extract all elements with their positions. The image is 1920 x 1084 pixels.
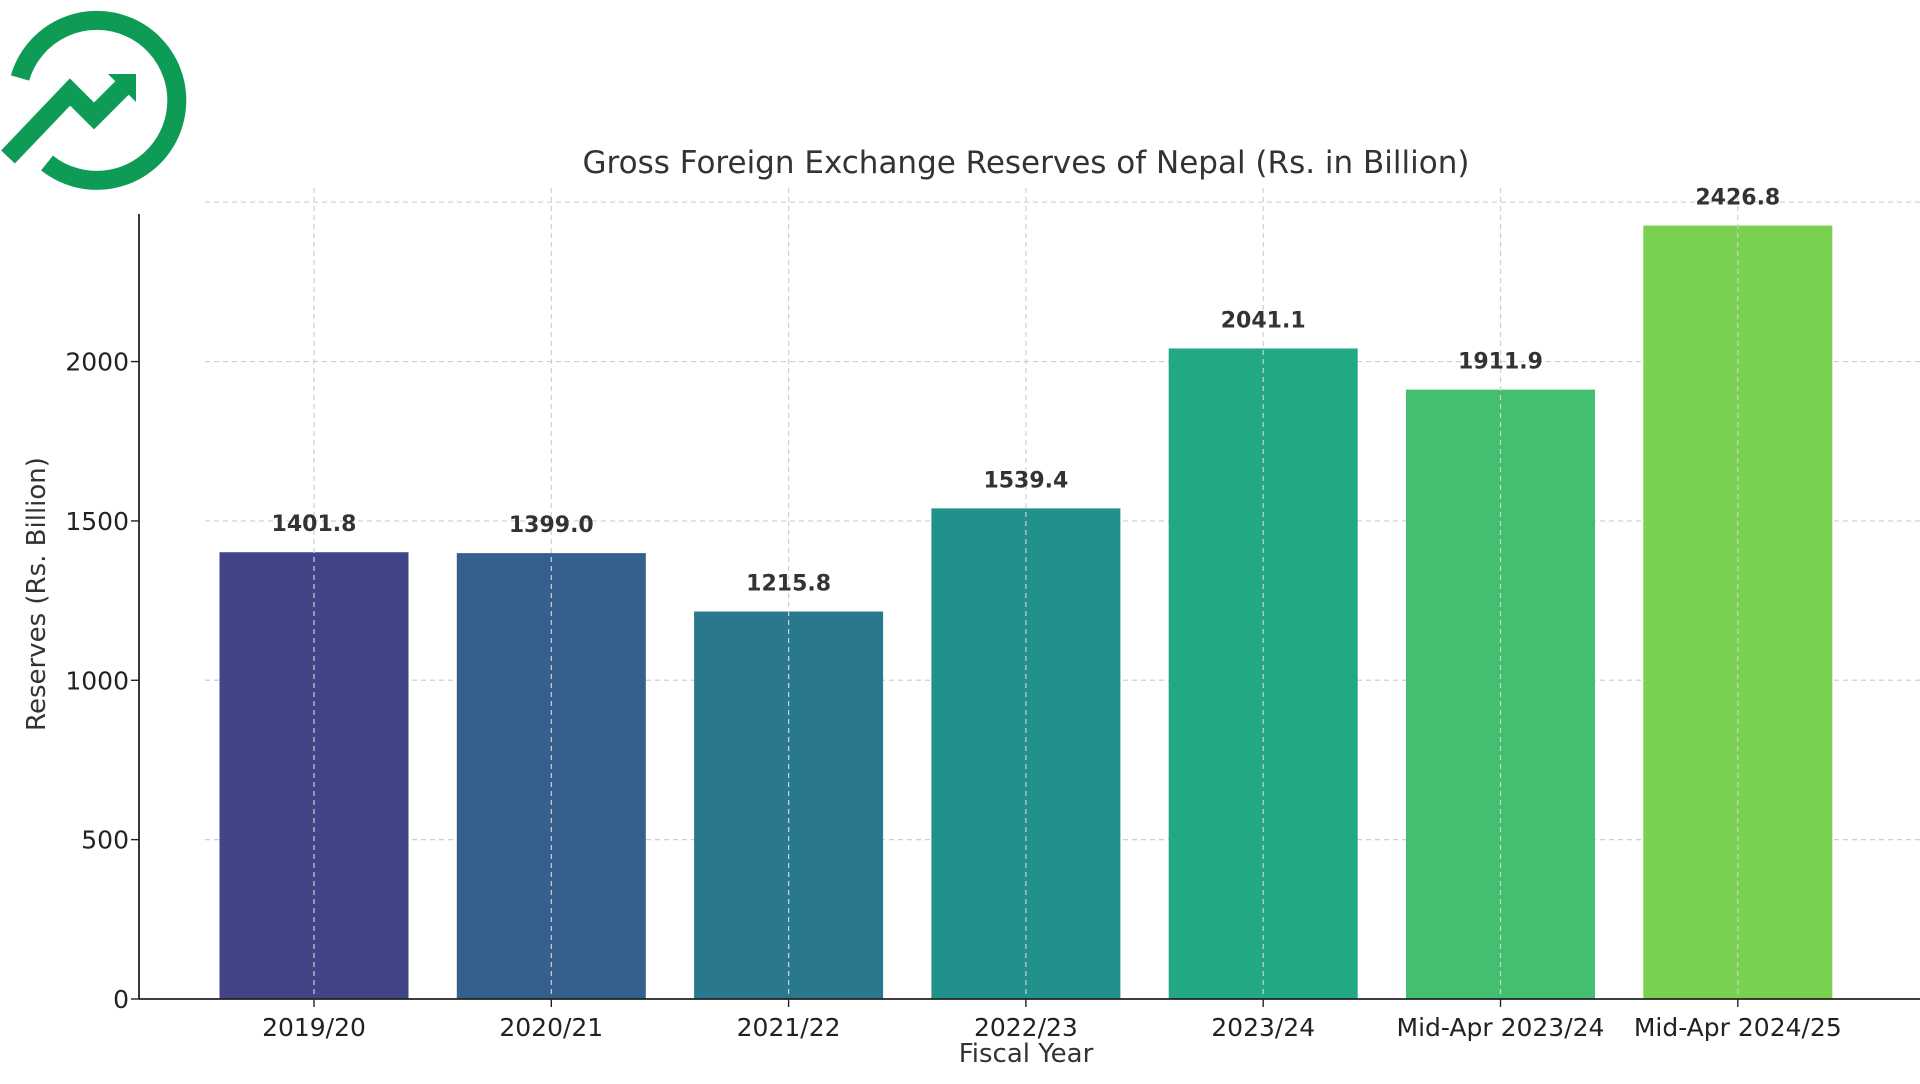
bar-value-label: 1401.8: [272, 512, 357, 537]
x-tick-label: Mid-Apr 2023/24: [1397, 1013, 1605, 1042]
x-tick-label: 2023/24: [1211, 1013, 1315, 1042]
y-tick-label: 1000: [65, 666, 129, 695]
y-tick-label: 2000: [65, 348, 129, 377]
bar-value-label: 1215.8: [746, 572, 831, 597]
bar-value-label: 2426.8: [1695, 186, 1780, 211]
x-tick-label: 2021/22: [737, 1013, 841, 1042]
bar-value-label: 1539.4: [983, 468, 1068, 493]
growth-trend-icon: [1, 10, 187, 190]
x-tick-label: Mid-Apr 2024/25: [1634, 1013, 1842, 1042]
y-tick-label: 1500: [65, 507, 129, 536]
bar-value-label: 2041.1: [1221, 308, 1306, 333]
x-tick-label: 2019/20: [262, 1013, 366, 1042]
vertical-gridlines: [313, 188, 1739, 999]
y-axis-ticks: 0 500 1000 1500 2000: [65, 348, 139, 1014]
bar-value-labels: 1401.8 1399.0 1215.8 1539.4 2041.1 1911.9 2426…: [272, 186, 1781, 597]
bar: [931, 508, 1121, 999]
bar-value-label: 1911.9: [1458, 350, 1543, 375]
y-tick-label: 0: [113, 985, 129, 1014]
x-tick-label: 2020/21: [499, 1013, 603, 1042]
x-tick-label: 2022/23: [974, 1013, 1078, 1042]
axes: [138, 214, 1920, 1000]
x-axis-ticks: 2019/20 2020/21 2021/22 2022/23 2023/24 Mid-A…: [262, 999, 1842, 1042]
y-tick-label: 500: [81, 826, 129, 855]
y-axis-title: Reserves (Rs. Billion): [22, 457, 52, 731]
chart-title: Gross Foreign Exchange Reserves of Nepal…: [583, 145, 1470, 181]
bar-value-label: 1399.0: [509, 513, 594, 538]
x-axis-title: Fiscal Year: [959, 1039, 1094, 1069]
